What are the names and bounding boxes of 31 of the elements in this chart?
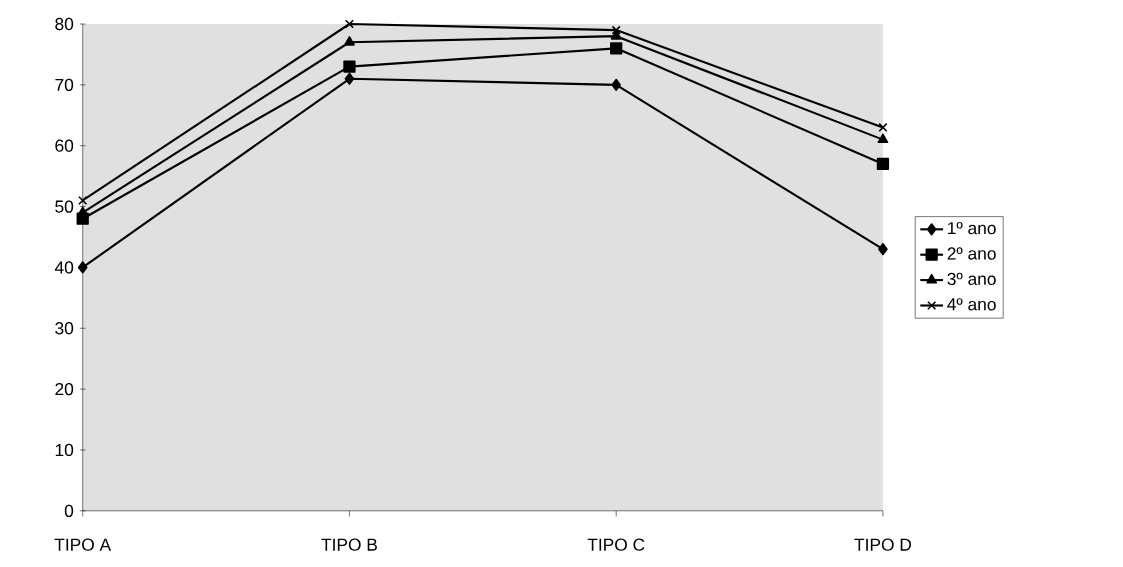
point xyxy=(344,19,355,29)
y-tick-label: 40 xyxy=(54,261,74,274)
point xyxy=(343,60,356,73)
point xyxy=(877,133,889,144)
y-tick-label: 60 xyxy=(55,139,74,152)
point xyxy=(77,261,88,274)
x-tick-label: TIPO A xyxy=(54,538,112,551)
point xyxy=(344,36,355,46)
x-tick-label: TIPO B xyxy=(321,538,377,551)
legend-label: 4º ano xyxy=(947,298,996,311)
y-tick-label: 70 xyxy=(55,78,74,92)
point xyxy=(876,157,890,171)
legend-label: 2º ano xyxy=(947,247,996,260)
x-tick-label: TIPO D xyxy=(854,538,911,551)
point xyxy=(878,122,888,133)
y-tick-label: 80 xyxy=(55,17,74,31)
y-tick-label: 50 xyxy=(55,200,74,213)
y-tick-label: 30 xyxy=(55,322,74,335)
point xyxy=(878,243,888,256)
point xyxy=(610,30,622,40)
y-tick-label: 20 xyxy=(55,383,74,396)
point xyxy=(78,195,88,206)
point xyxy=(344,72,355,85)
y-tick-label: 10 xyxy=(55,443,74,457)
y-tick-label: 0 xyxy=(64,504,74,518)
x-tick-label: TIPO C xyxy=(587,538,645,551)
legend-label: 3º ano xyxy=(947,272,996,286)
point xyxy=(610,42,623,55)
legend-label: 1º ano xyxy=(948,222,996,235)
point xyxy=(611,78,621,92)
point xyxy=(611,25,621,35)
